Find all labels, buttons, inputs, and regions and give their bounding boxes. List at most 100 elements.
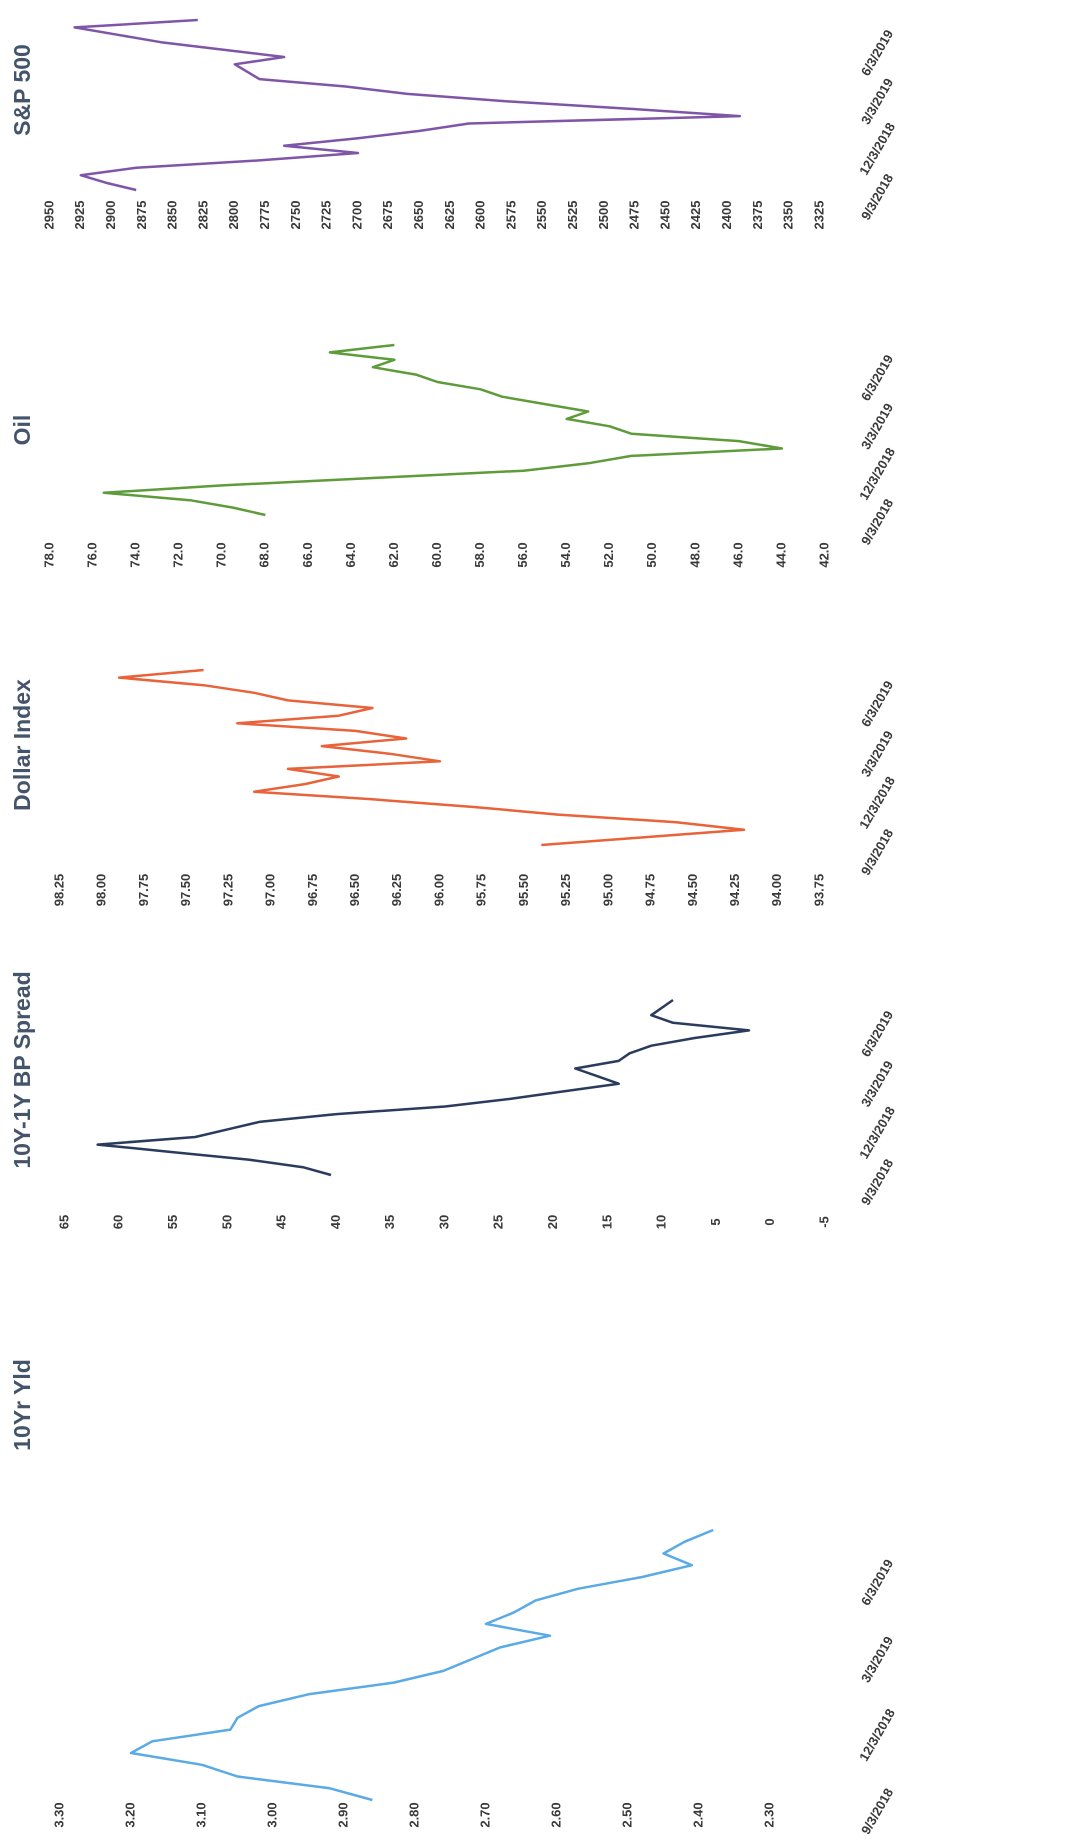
y-tick-label: 60 bbox=[111, 1215, 126, 1229]
chart-title: Dollar Index bbox=[9, 679, 35, 811]
x-tick-label: 12/3/2018 bbox=[856, 1706, 898, 1764]
y-tick-label: 2625 bbox=[442, 201, 457, 230]
x-tick-label: 6/3/2019 bbox=[858, 352, 896, 403]
y-tick-label: 3.00 bbox=[264, 1802, 279, 1827]
y-tick-label: 65 bbox=[56, 1215, 71, 1229]
y-tick-label: 2500 bbox=[596, 201, 611, 230]
y-tick-label: 64.0 bbox=[343, 542, 358, 567]
y-tick-label: 52.0 bbox=[601, 542, 616, 567]
x-tick-label: 12/3/2018 bbox=[856, 120, 898, 178]
y-tick-label: 2800 bbox=[226, 201, 241, 230]
y-tick-label: 35 bbox=[382, 1215, 397, 1229]
x-tick-label: 3/3/2019 bbox=[858, 728, 896, 779]
y-tick-label: 20 bbox=[545, 1215, 560, 1229]
y-tick-label: 2950 bbox=[41, 201, 56, 230]
data-line bbox=[117, 668, 746, 847]
y-tick-label: 2600 bbox=[473, 201, 488, 230]
x-tick-label: 12/3/2018 bbox=[856, 774, 898, 832]
y-tick-label: 2.30 bbox=[761, 1802, 776, 1827]
y-tick-label: 2875 bbox=[134, 201, 149, 230]
y-tick-label: 10 bbox=[654, 1215, 669, 1229]
y-tick-label: 2325 bbox=[811, 201, 826, 230]
y-tick-label: 3.20 bbox=[122, 1802, 137, 1827]
y-tick-label: 2650 bbox=[411, 201, 426, 230]
y-tick-label: 2700 bbox=[349, 201, 364, 230]
y-tick-label: 2350 bbox=[781, 201, 796, 230]
y-tick-label: 2900 bbox=[103, 201, 118, 230]
y-tick-label: 55 bbox=[165, 1215, 180, 1229]
x-tick-label: 6/3/2019 bbox=[858, 1557, 896, 1608]
y-tick-label: 98.25 bbox=[51, 874, 66, 907]
y-tick-label: 96.75 bbox=[305, 874, 320, 907]
y-tick-label: 62.0 bbox=[386, 542, 401, 567]
y-tick-label: 2425 bbox=[688, 201, 703, 230]
y-tick-label: 2850 bbox=[165, 201, 180, 230]
y-tick-label: 44.0 bbox=[773, 542, 788, 567]
x-tick-label: 6/3/2019 bbox=[858, 678, 896, 729]
y-tick-label: 70.0 bbox=[214, 542, 229, 567]
x-tick-label: 12/3/2018 bbox=[856, 445, 898, 503]
y-tick-label: 2675 bbox=[380, 201, 395, 230]
y-tick-label: 95.25 bbox=[558, 874, 573, 907]
y-tick-label: 46.0 bbox=[730, 542, 745, 567]
y-tick-label: 2750 bbox=[288, 201, 303, 230]
y-tick-label: 2725 bbox=[319, 201, 334, 230]
y-tick-label: 94.00 bbox=[769, 874, 784, 907]
x-tick-label: 9/3/2018 bbox=[858, 1156, 896, 1207]
y-tick-label: 96.00 bbox=[431, 874, 446, 907]
y-tick-label: 56.0 bbox=[515, 542, 530, 567]
y-tick-label: 74.0 bbox=[128, 542, 143, 567]
y-tick-label: 3.10 bbox=[193, 1802, 208, 1827]
y-tick-label: 2525 bbox=[565, 201, 580, 230]
chart-title: Oil bbox=[9, 415, 35, 446]
y-tick-label: 50 bbox=[219, 1215, 234, 1229]
y-tick-label: 15 bbox=[599, 1215, 614, 1229]
x-tick-label: 6/3/2019 bbox=[858, 1008, 896, 1059]
y-tick-label: 2450 bbox=[657, 201, 672, 230]
x-tick-label: 9/3/2018 bbox=[858, 1786, 896, 1837]
y-tick-label: 96.50 bbox=[347, 874, 362, 907]
x-tick-label: 3/3/2019 bbox=[858, 401, 896, 452]
y-tick-label: 2475 bbox=[627, 201, 642, 230]
y-tick-label: 97.25 bbox=[220, 874, 235, 907]
y-tick-label: 94.50 bbox=[685, 874, 700, 907]
y-tick-label: 45 bbox=[274, 1215, 289, 1229]
y-tick-label: 97.50 bbox=[178, 874, 193, 907]
y-tick-label: 2.90 bbox=[335, 1802, 350, 1827]
x-tick-label: 6/3/2019 bbox=[858, 27, 896, 78]
y-tick-label: 2575 bbox=[503, 201, 518, 230]
y-tick-label: 72.0 bbox=[171, 542, 186, 567]
y-tick-label: 66.0 bbox=[300, 542, 315, 567]
y-tick-label: 40 bbox=[328, 1215, 343, 1229]
data-line bbox=[129, 1528, 714, 1802]
y-tick-label: 5 bbox=[708, 1218, 723, 1225]
y-tick-label: 93.75 bbox=[811, 874, 826, 907]
y-tick-label: 78.0 bbox=[41, 542, 56, 567]
y-tick-label: 48.0 bbox=[687, 542, 702, 567]
y-tick-label: 3.30 bbox=[51, 1802, 66, 1827]
y-tick-label: 25 bbox=[491, 1215, 506, 1229]
x-tick-label: 9/3/2018 bbox=[858, 826, 896, 877]
x-tick-label: 9/3/2018 bbox=[858, 171, 896, 222]
y-tick-label: 2.80 bbox=[406, 1802, 421, 1827]
y-tick-label: 95.75 bbox=[474, 874, 489, 907]
y-tick-label: 50.0 bbox=[644, 542, 659, 567]
y-tick-label: 97.00 bbox=[263, 874, 278, 907]
y-tick-label: 42.0 bbox=[816, 542, 831, 567]
y-tick-label: 0 bbox=[762, 1218, 777, 1225]
x-tick-label: 3/3/2019 bbox=[858, 1634, 896, 1685]
y-tick-label: 2825 bbox=[195, 201, 210, 230]
data-line bbox=[102, 343, 784, 517]
y-tick-label: 95.00 bbox=[600, 874, 615, 907]
y-tick-label: 76.0 bbox=[84, 542, 99, 567]
y-tick-label: 60.0 bbox=[429, 542, 444, 567]
y-tick-label: 2775 bbox=[257, 201, 272, 230]
y-tick-label: 94.75 bbox=[643, 874, 658, 907]
x-tick-label: 3/3/2019 bbox=[858, 76, 896, 127]
y-tick-label: 54.0 bbox=[558, 542, 573, 567]
y-tick-label: 2925 bbox=[72, 201, 87, 230]
x-tick-label: 3/3/2019 bbox=[858, 1058, 896, 1109]
y-tick-label: 94.25 bbox=[727, 874, 742, 907]
y-tick-label: 2.60 bbox=[548, 1802, 563, 1827]
